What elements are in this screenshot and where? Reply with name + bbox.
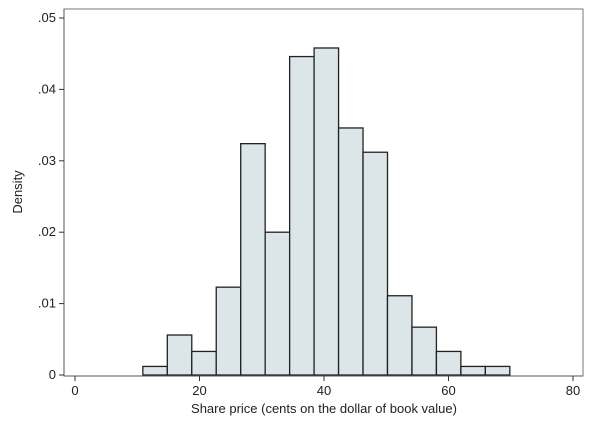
histogram-bar — [460, 365, 487, 376]
histogram-bar — [386, 295, 413, 376]
x-axis-label: Share price (cents on the dollar of book… — [191, 401, 457, 416]
histogram-bar — [288, 55, 315, 376]
histogram-bar — [411, 326, 438, 376]
y-tick-label: .01 — [38, 296, 56, 311]
histogram-bar — [313, 47, 340, 376]
x-tick-label: 80 — [566, 383, 580, 398]
histogram-bar — [142, 365, 168, 376]
histogram-bar — [240, 143, 266, 376]
histogram-bar — [215, 286, 242, 376]
histogram-bar — [435, 350, 462, 376]
y-tick-label: .02 — [38, 224, 56, 239]
x-tick-label: 20 — [192, 383, 206, 398]
y-axis-label: Density — [10, 170, 25, 214]
x-tick-label: 60 — [441, 383, 455, 398]
y-tick-label: .04 — [38, 81, 56, 96]
x-tick-label: 40 — [317, 383, 331, 398]
histogram-bar — [166, 334, 193, 376]
histogram-bar — [484, 365, 511, 376]
histogram-bar — [264, 231, 291, 376]
y-tick-label: .05 — [38, 10, 56, 25]
histogram-bar — [362, 151, 389, 376]
histogram-bar — [191, 350, 217, 376]
x-tick-label: 0 — [71, 383, 78, 398]
histogram-bar — [337, 127, 364, 376]
y-tick-label: .03 — [38, 153, 56, 168]
y-tick-label: 0 — [49, 367, 56, 382]
